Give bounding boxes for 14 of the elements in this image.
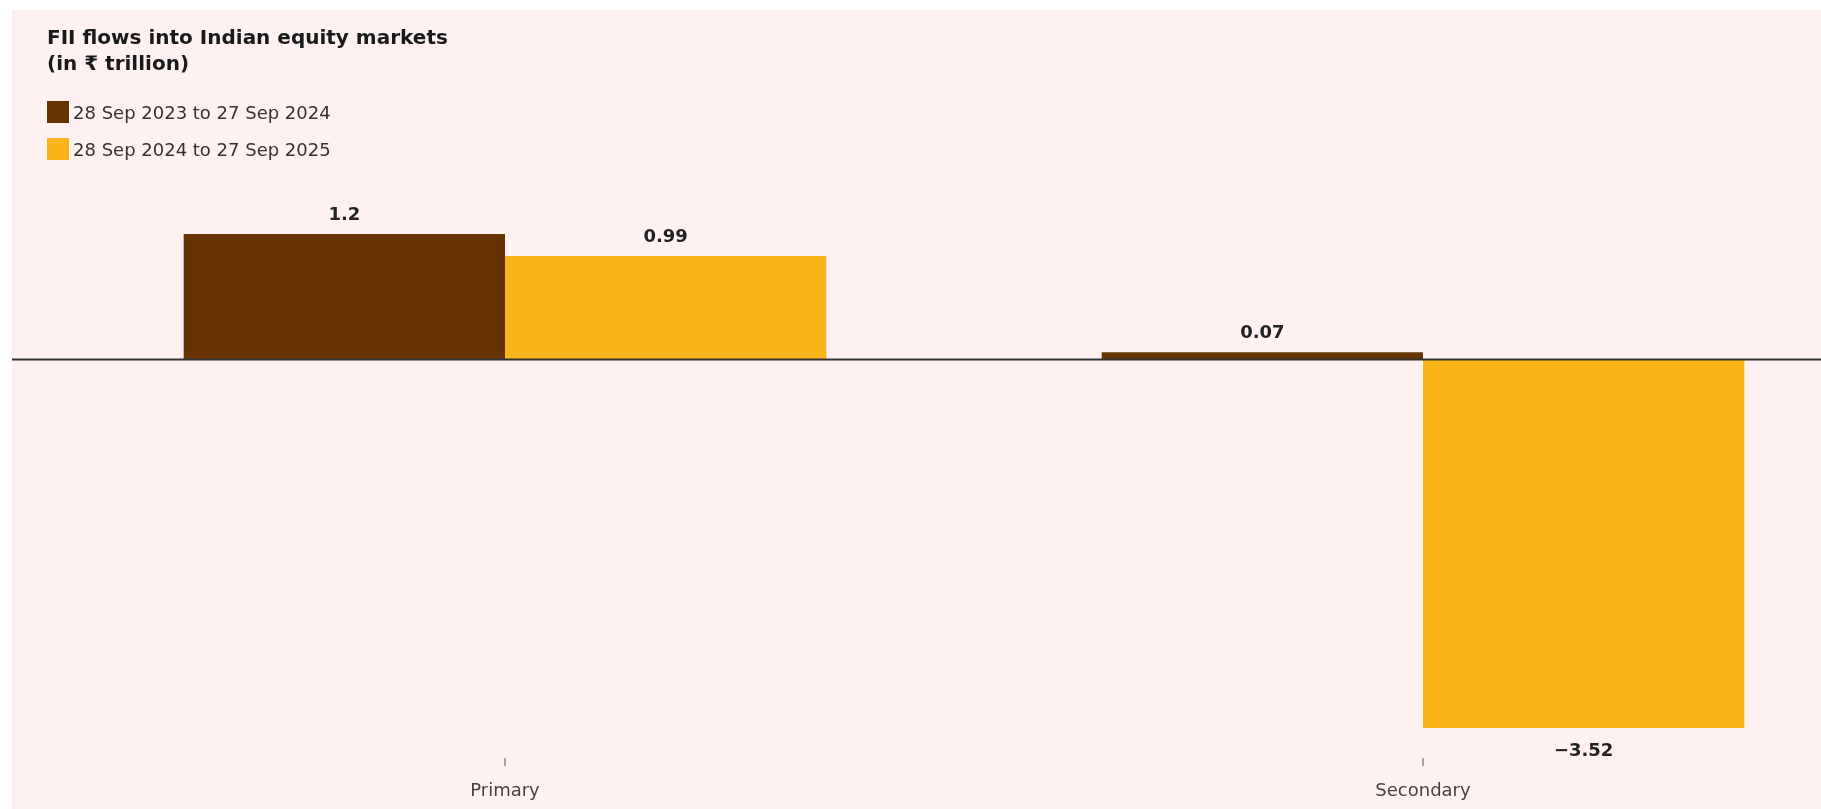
data-label: −3.52 <box>1553 739 1614 760</box>
chart-subtitle: (in ₹ trillion) <box>47 51 190 75</box>
data-label: 0.07 <box>1240 321 1285 343</box>
x-tick-label: Primary <box>470 779 541 800</box>
data-label: 1.2 <box>328 203 361 224</box>
bar <box>1101 352 1423 360</box>
bar <box>1423 359 1745 728</box>
legend-label: 28 Sep 2023 to 27 Sep 2024 <box>73 102 331 123</box>
chart-title: FII flows into Indian equity markets <box>47 25 448 49</box>
bar <box>183 234 505 360</box>
data-label: 0.99 <box>643 224 688 246</box>
legend-label: 28 Sep 2024 to 27 Sep 2025 <box>73 139 331 160</box>
bar <box>505 255 827 360</box>
x-tick-label: Secondary <box>1375 779 1472 800</box>
